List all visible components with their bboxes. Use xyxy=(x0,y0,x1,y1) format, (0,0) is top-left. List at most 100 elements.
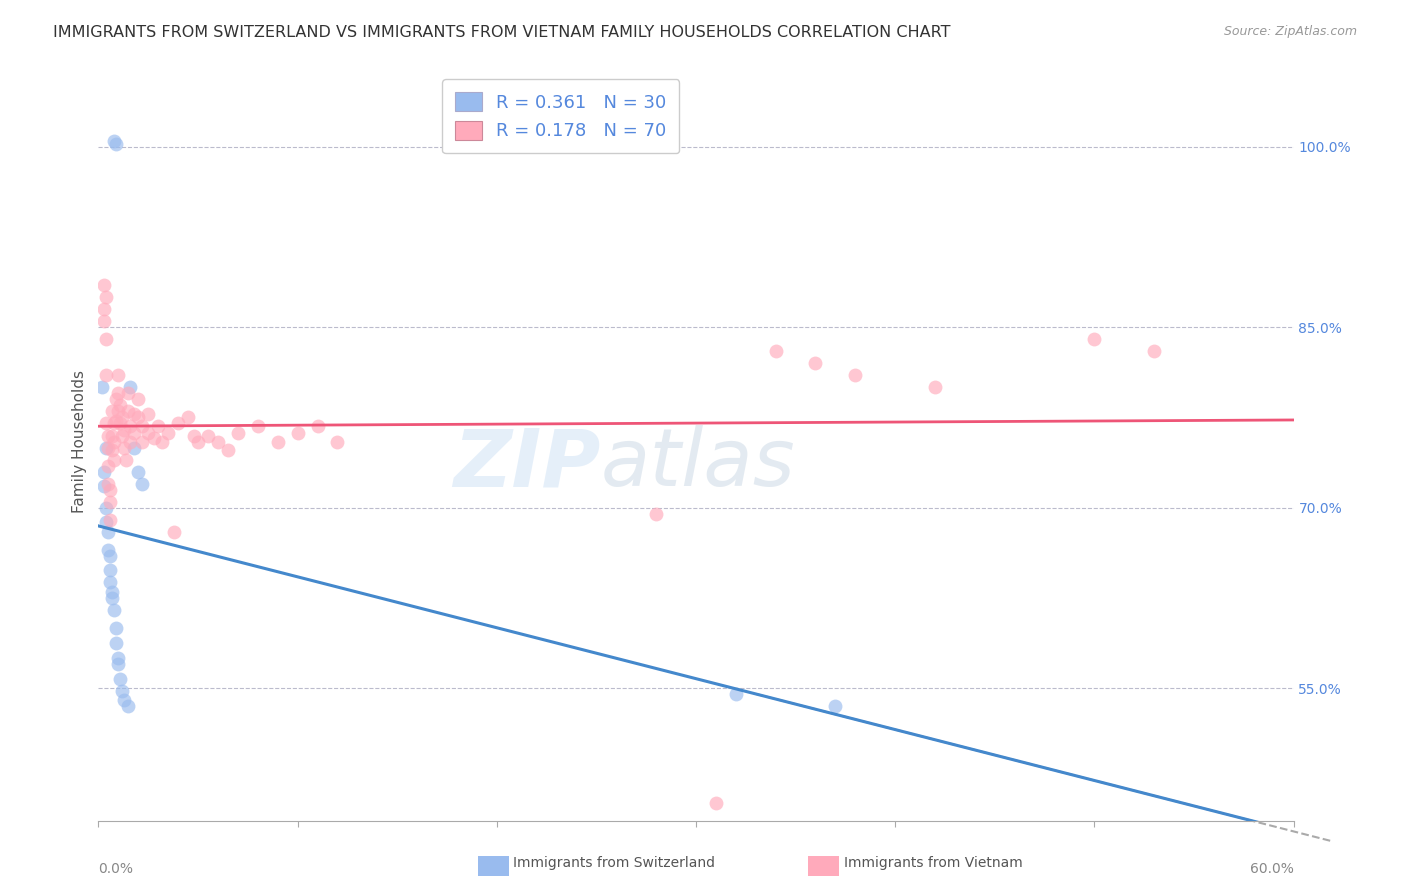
Point xyxy=(98,563,122,577)
Point xyxy=(131,476,153,491)
Point xyxy=(207,434,229,449)
Point xyxy=(112,441,135,455)
Point xyxy=(97,441,120,455)
Point xyxy=(107,368,129,383)
Point xyxy=(287,426,309,441)
Point xyxy=(97,428,120,442)
Point xyxy=(91,380,114,394)
Point xyxy=(93,479,115,493)
Point xyxy=(103,134,125,148)
Point xyxy=(117,386,139,401)
Point xyxy=(98,575,122,590)
Point xyxy=(96,515,118,529)
Point xyxy=(97,476,120,491)
Text: 60.0%: 60.0% xyxy=(1250,863,1294,876)
Point xyxy=(101,404,124,418)
Point xyxy=(246,418,269,433)
Point xyxy=(127,410,149,425)
Point xyxy=(167,417,190,431)
Point xyxy=(103,434,125,449)
Point xyxy=(96,417,118,431)
Point xyxy=(115,452,138,467)
Point xyxy=(804,356,827,370)
Point xyxy=(93,314,115,328)
Point xyxy=(101,591,124,605)
Point xyxy=(117,404,139,418)
Point xyxy=(98,483,122,497)
Text: IMMIGRANTS FROM SWITZERLAND VS IMMIGRANTS FROM VIETNAM FAMILY HOUSEHOLDS CORRELA: IMMIGRANTS FROM SWITZERLAND VS IMMIGRANT… xyxy=(53,25,950,40)
Point xyxy=(136,426,159,441)
Point xyxy=(110,399,132,413)
Point xyxy=(105,137,128,152)
Point xyxy=(136,407,159,421)
Text: ZIP: ZIP xyxy=(453,425,600,503)
Point xyxy=(110,417,132,431)
Point xyxy=(824,699,846,714)
Point xyxy=(107,404,129,418)
Point xyxy=(101,442,124,457)
Point xyxy=(704,796,727,810)
Point xyxy=(103,603,125,617)
Point xyxy=(101,428,124,442)
Point xyxy=(93,278,115,293)
Point xyxy=(924,380,946,394)
Point xyxy=(197,428,219,442)
Point xyxy=(150,434,173,449)
Text: Immigrants from Vietnam: Immigrants from Vietnam xyxy=(844,855,1022,870)
Point xyxy=(101,585,124,599)
Point xyxy=(93,465,115,479)
Point xyxy=(105,635,128,649)
Point xyxy=(105,621,128,635)
Point xyxy=(105,392,128,407)
Point xyxy=(267,434,290,449)
Point xyxy=(107,651,129,665)
Point xyxy=(98,494,122,508)
Point xyxy=(1143,344,1166,359)
Text: Immigrants from Switzerland: Immigrants from Switzerland xyxy=(513,855,716,870)
Point xyxy=(103,452,125,467)
Point xyxy=(183,428,205,442)
Point xyxy=(124,426,146,441)
Point xyxy=(97,542,120,557)
Point xyxy=(107,657,129,672)
Point xyxy=(111,410,134,425)
Point xyxy=(120,418,142,433)
Point xyxy=(645,507,668,521)
Point xyxy=(110,672,132,686)
Point xyxy=(112,693,135,707)
Point xyxy=(124,441,146,455)
Point xyxy=(131,418,153,433)
Point xyxy=(724,687,747,701)
Point xyxy=(96,441,118,455)
Point xyxy=(112,423,135,437)
Point xyxy=(103,417,125,431)
Point xyxy=(117,699,139,714)
Point xyxy=(157,426,180,441)
Point xyxy=(187,434,209,449)
Text: atlas: atlas xyxy=(600,425,796,503)
Point xyxy=(127,465,149,479)
Point xyxy=(96,332,118,346)
Point xyxy=(143,431,166,445)
Point xyxy=(217,442,239,457)
Point xyxy=(93,302,115,317)
Point xyxy=(127,392,149,407)
Point xyxy=(111,428,134,442)
Point xyxy=(148,418,170,433)
Text: Source: ZipAtlas.com: Source: ZipAtlas.com xyxy=(1223,25,1357,38)
Point xyxy=(98,513,122,527)
Point xyxy=(131,434,153,449)
Point xyxy=(765,344,787,359)
Point xyxy=(97,458,120,473)
Point xyxy=(844,368,866,383)
Point xyxy=(98,549,122,563)
Point xyxy=(105,414,128,428)
Point xyxy=(1083,332,1105,346)
Point xyxy=(96,368,118,383)
Legend: R = 0.361   N = 30, R = 0.178   N = 70: R = 0.361 N = 30, R = 0.178 N = 70 xyxy=(441,79,679,153)
Point xyxy=(120,434,142,449)
Point xyxy=(163,524,186,539)
Y-axis label: Family Households: Family Households xyxy=(72,370,87,513)
Point xyxy=(226,426,249,441)
Point xyxy=(96,290,118,304)
